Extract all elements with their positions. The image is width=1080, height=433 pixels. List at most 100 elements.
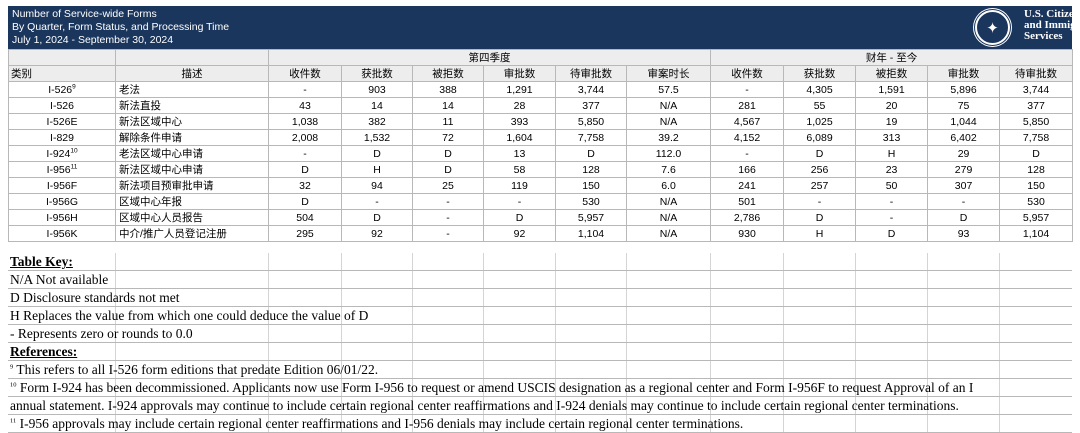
value-cell: 4,152 xyxy=(710,129,785,146)
value-cell: - xyxy=(268,145,342,162)
note-text: D Disclosure standards not met xyxy=(10,290,180,305)
table-key-item-text: - Represents zero or rounds to 0.0 xyxy=(8,326,193,341)
value-cell: 6,089 xyxy=(783,129,857,146)
category-header: 类别 xyxy=(8,65,116,82)
form-category: I-956 xyxy=(46,163,71,176)
value-cell: 257 xyxy=(783,177,857,194)
footnote-marker: 11 xyxy=(70,163,78,170)
column-header: 待审批数 xyxy=(999,65,1074,82)
value-cell: 382 xyxy=(341,113,413,130)
value-cell: 530 xyxy=(555,193,627,210)
value-cell: H xyxy=(341,161,413,178)
value-cell: 4,567 xyxy=(710,113,785,130)
form-category: I-829 xyxy=(50,131,74,144)
value-cell: 1,532 xyxy=(341,129,413,146)
table-key-item-text: D Disclosure standards not met xyxy=(8,290,179,305)
table-row: I-956G 区域中心年报 D - - -530 N/A 501- - -530 xyxy=(8,193,1074,210)
value-cell: 1,604 xyxy=(483,129,556,146)
value-cell: 7,758 xyxy=(555,129,627,146)
form-category-cell: I-526 xyxy=(8,97,116,114)
description-header: 描述 xyxy=(115,65,269,82)
note-text: References: xyxy=(10,344,78,359)
subtitle-line: By Quarter, Form Status, and Processing … xyxy=(12,21,230,33)
value-cell: D xyxy=(341,209,413,226)
table-key-item-text: H Replaces the value from which one coul… xyxy=(8,308,368,323)
value-cell: N/A xyxy=(625,209,712,226)
column-header: 收件数 xyxy=(710,65,785,82)
form-description: 区域中心年报 xyxy=(115,193,269,210)
note-text: - Represents zero or rounds to 0.0 xyxy=(10,326,193,341)
value-cell: - xyxy=(927,193,1001,210)
table-key-item: N/A Not available xyxy=(8,271,1072,289)
value-cell: 5,957 xyxy=(555,209,627,226)
form-description: 老法区域中心申请 xyxy=(115,145,269,162)
value-cell: 43 xyxy=(268,97,342,114)
form-category: I-956F xyxy=(46,179,78,192)
value-cell: 50 xyxy=(855,177,929,194)
form-category: I-956G xyxy=(45,195,79,208)
value-cell: D xyxy=(855,225,929,242)
references-title-text: References: xyxy=(8,344,77,359)
value-cell: 1,038 xyxy=(268,113,342,130)
value-cell: 32 xyxy=(268,177,342,194)
value-cell: D xyxy=(999,145,1074,162)
value-cell: 5,957 xyxy=(999,209,1074,226)
form-description: 老法 xyxy=(115,81,269,98)
forms-table: 第四季度 财年 - 至今 类别 描述 收件数 获批数 被拒数 审批数 待审批数 … xyxy=(8,49,1074,242)
agency-line: Services xyxy=(1024,30,1063,42)
table-row: I-5269 老法 -903 388 1,291 3,744 57.5-4,305 1,591… xyxy=(8,81,1074,98)
value-cell: D xyxy=(555,145,627,162)
reference-item: 10 Form I-924 has been decommissioned. A… xyxy=(8,379,1072,397)
reference-item-text: annual statement. I-924 approvals may co… xyxy=(8,398,959,413)
reference-item-text: 11 I-956 approvals may include certain r… xyxy=(8,416,743,431)
table-row: I-829 解除条件申请 2,008 1,532 72 1,604 7,758 39.2 4,1… xyxy=(8,129,1074,146)
value-cell: D xyxy=(268,161,342,178)
note-text: N/A Not available xyxy=(10,272,109,287)
footnote-marker: 9 xyxy=(72,83,76,90)
footnote-marker: 9 xyxy=(10,363,14,371)
form-category-cell: I-956K xyxy=(8,225,116,242)
table-key-title-text: Table Key: xyxy=(8,254,73,269)
table-row: I-956K 中介/推广人员登记注册 295 92-92 1,104 N/A 930 H D 93… xyxy=(8,225,1074,242)
value-cell: 1,104 xyxy=(555,225,627,242)
value-cell: H xyxy=(783,225,857,242)
value-cell: - xyxy=(855,209,929,226)
value-cell: 903 xyxy=(341,81,413,98)
value-cell: 75 xyxy=(927,97,1001,114)
form-description: 解除条件申请 xyxy=(115,129,269,146)
form-description: 区域中心人员报告 xyxy=(115,209,269,226)
value-cell: D xyxy=(412,145,484,162)
note-text: This refers to all I-526 form editions t… xyxy=(13,362,379,377)
form-description: 新法区域中心 xyxy=(115,113,269,130)
form-category: I-924 xyxy=(46,147,71,160)
value-cell: 241 xyxy=(710,177,785,194)
table-key-item: H Replaces the value from which one coul… xyxy=(8,307,1072,325)
value-cell: D xyxy=(783,145,857,162)
value-cell: 39.2 xyxy=(625,129,712,146)
column-header: 审案时长 xyxy=(625,65,712,82)
value-cell: N/A xyxy=(625,97,712,114)
value-cell: 14 xyxy=(341,97,413,114)
value-cell: D xyxy=(268,193,342,210)
column-header: 被拒数 xyxy=(412,65,484,82)
footnote-marker: 11 xyxy=(10,417,17,425)
value-cell: 1,291 xyxy=(483,81,556,98)
reference-item-text: 10 Form I-924 has been decommissioned. A… xyxy=(8,380,973,395)
value-cell: - xyxy=(341,193,413,210)
value-cell: 1,044 xyxy=(927,113,1001,130)
references-title: References: xyxy=(8,343,1072,361)
form-category: I-956H xyxy=(46,211,78,224)
value-cell: 166 xyxy=(710,161,785,178)
form-description: 新法直投 xyxy=(115,97,269,114)
table-key-title: Table Key: xyxy=(8,253,1072,271)
value-cell: 55 xyxy=(783,97,857,114)
value-cell: 377 xyxy=(555,97,627,114)
value-cell: - xyxy=(268,81,342,98)
value-cell: 256 xyxy=(783,161,857,178)
table-key-item-text: N/A Not available xyxy=(8,272,108,287)
form-category-cell: I-5269 xyxy=(8,81,116,98)
value-cell: D xyxy=(412,161,484,178)
value-cell: 313 xyxy=(855,129,929,146)
value-cell: 119 xyxy=(483,177,556,194)
form-category: I-526E xyxy=(46,115,78,128)
